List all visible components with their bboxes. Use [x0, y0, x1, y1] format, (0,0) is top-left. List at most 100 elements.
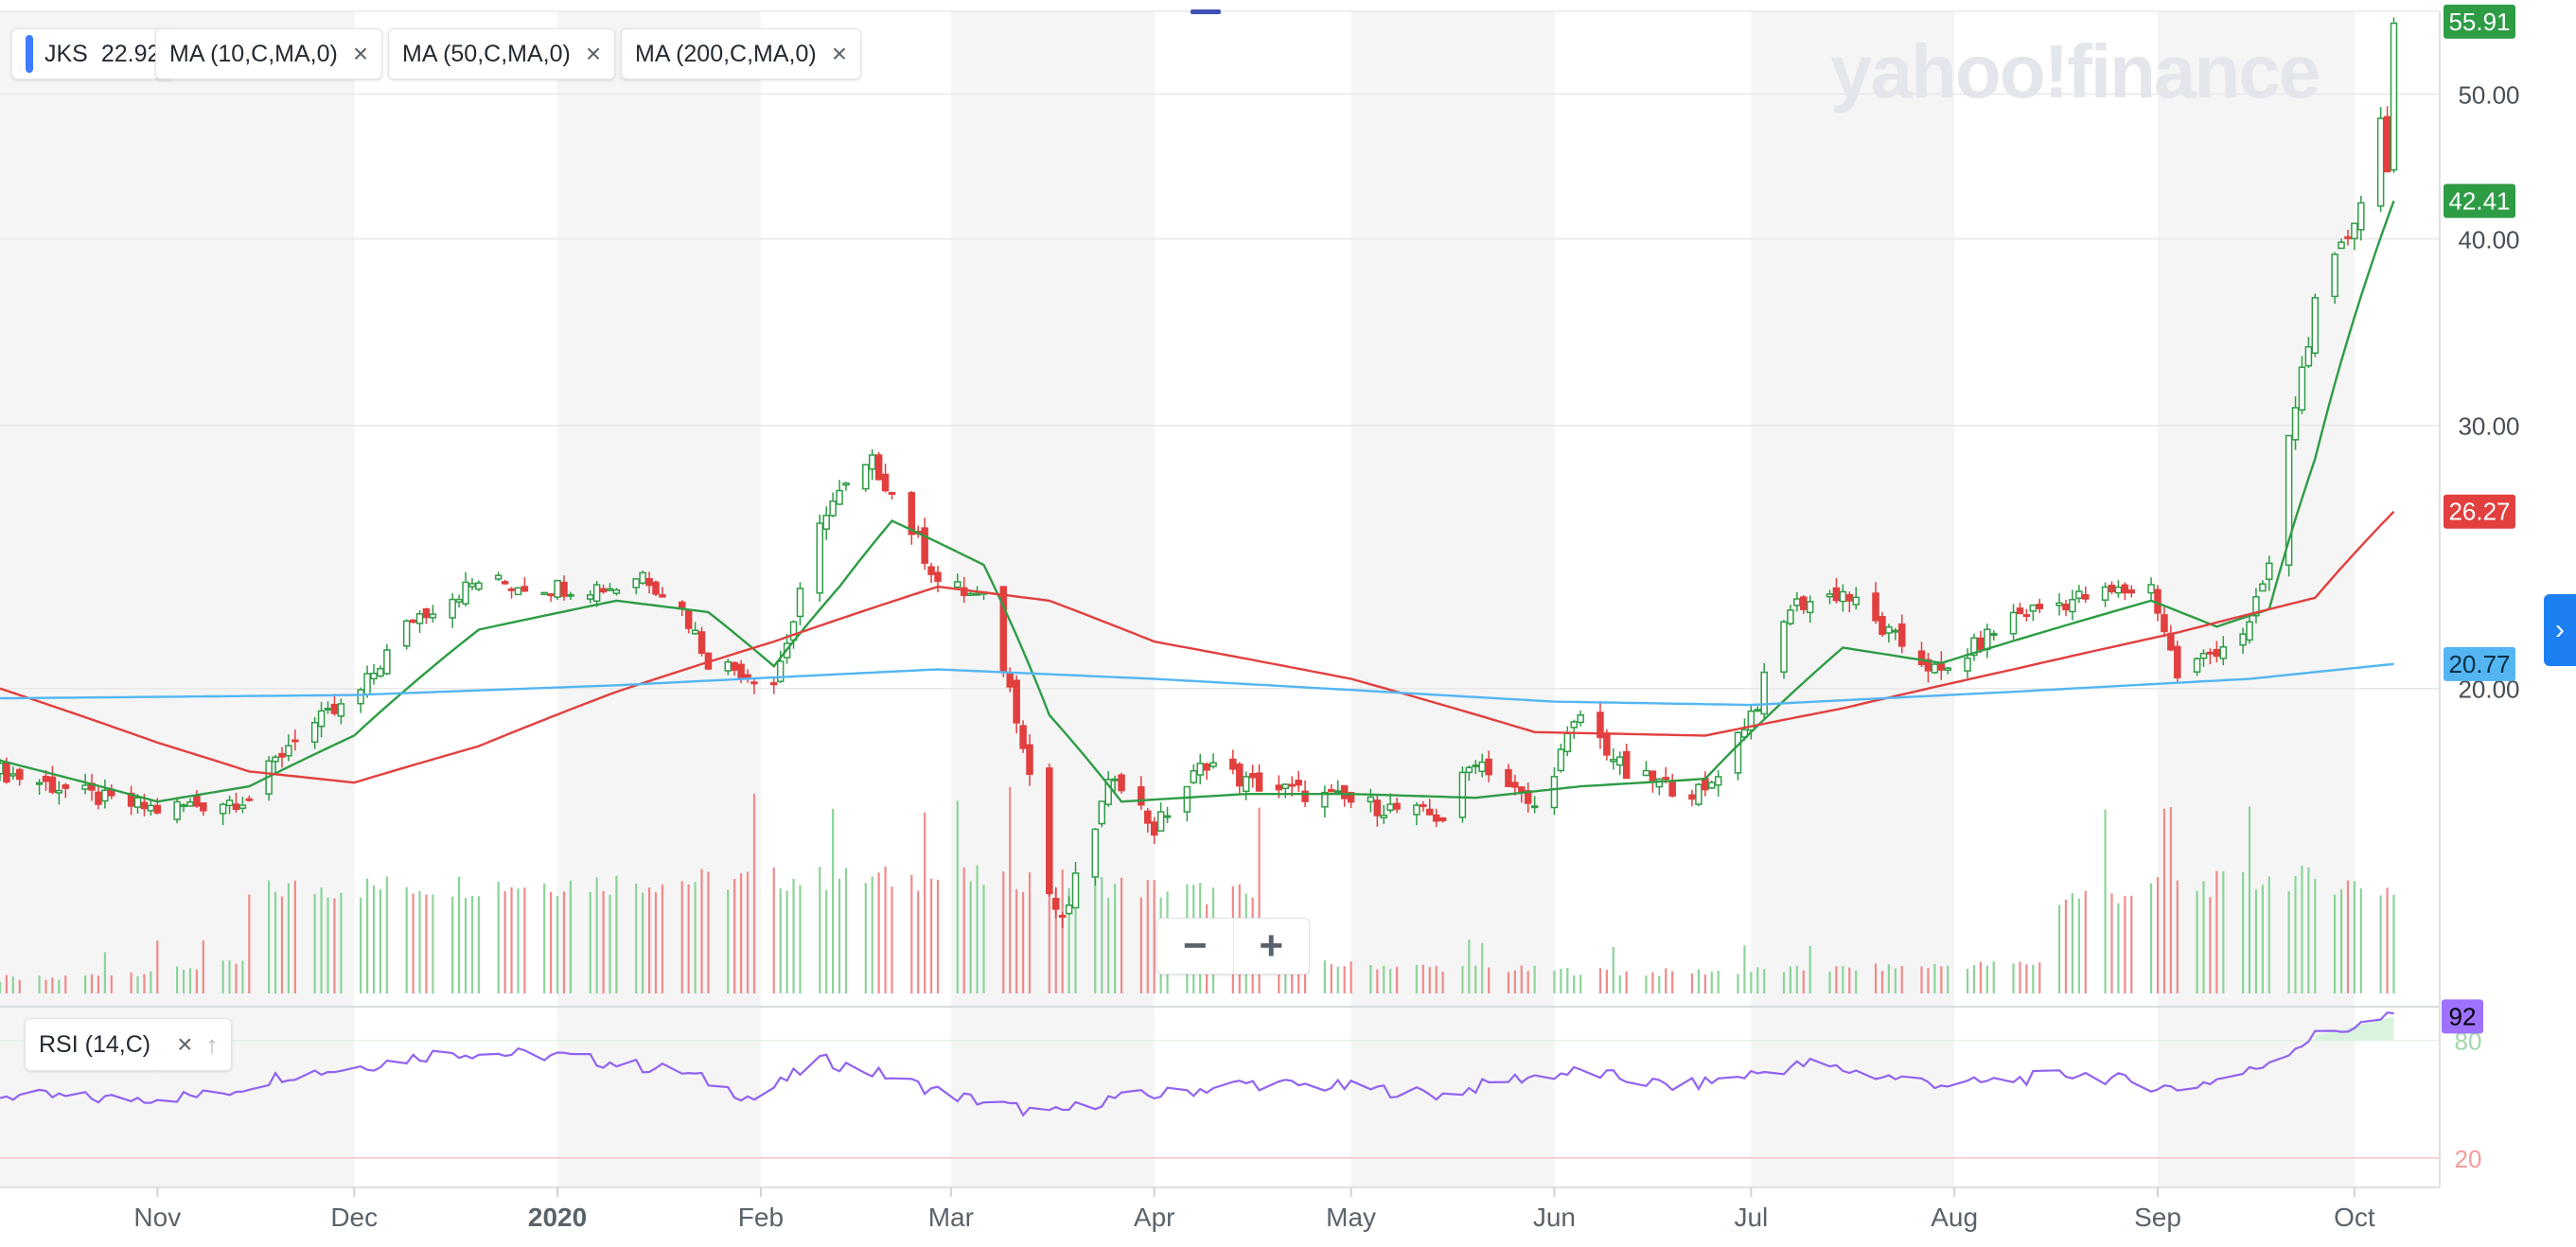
candle-body: [232, 803, 240, 811]
candle-body: [475, 582, 483, 590]
candle-body: [2147, 584, 2155, 594]
candle-body: [1144, 810, 1152, 824]
candle-body: [377, 667, 384, 677]
candle-body: [1668, 782, 1676, 797]
candle-body: [2383, 115, 2391, 173]
candle-body: [1892, 629, 1899, 633]
candle-body: [310, 721, 319, 744]
candle-body: [1511, 782, 1519, 788]
candle-body: [2167, 632, 2175, 651]
candle-body: [1747, 710, 1756, 731]
candle-body: [1610, 759, 1617, 763]
candle-body: [1832, 587, 1841, 602]
candle-body: [1485, 758, 1492, 776]
candle-body: [1984, 628, 1991, 651]
candle-body: [750, 681, 758, 685]
close-icon[interactable]: ×: [585, 39, 602, 68]
candle-body: [2259, 583, 2267, 592]
candle-body: [1944, 667, 1951, 671]
candle-body: [1321, 791, 1329, 808]
candle-body: [422, 607, 431, 619]
candle-body: [547, 593, 555, 597]
candle-body: [1013, 679, 1020, 724]
candle-body: [324, 707, 332, 711]
candle-body: [2246, 621, 2253, 641]
yahoo-finance-logo: yahoo!finance: [1830, 29, 2320, 114]
candle-body: [1190, 770, 1198, 783]
candle-body: [684, 609, 693, 629]
candle-body: [1386, 803, 1394, 811]
candle-body: [2069, 598, 2076, 613]
candle-body: [1255, 772, 1263, 792]
candle-body: [317, 710, 326, 728]
series-color-marker: [26, 35, 33, 73]
close-icon[interactable]: ×: [352, 39, 369, 68]
price-badge: [2444, 4, 2515, 39]
time-tick-label: Dec: [330, 1203, 378, 1232]
candle-body: [0, 763, 4, 775]
candle-body: [1426, 808, 1434, 816]
candle-body: [186, 801, 194, 807]
candle-body: [2108, 584, 2116, 593]
candle-body: [2213, 648, 2221, 658]
candle-body: [1091, 828, 1100, 878]
close-icon[interactable]: ×: [177, 1029, 193, 1059]
candle-body: [2311, 296, 2320, 354]
candle-body: [652, 581, 660, 595]
candle-body: [1288, 783, 1296, 787]
legend-chip-ma200[interactable]: MA (200,C,MA,0) ×: [621, 28, 862, 79]
time-axis-labels: Nov Dec 2020 Feb Mar Apr May Jun Jul Aug Sep Oct: [133, 1187, 2375, 1232]
candle-body: [1977, 637, 1985, 651]
candle-body: [48, 776, 57, 793]
candle-body: [776, 660, 785, 682]
candle-body: [1845, 593, 1854, 602]
candle-body: [1964, 658, 1971, 672]
legend-chip-rsi[interactable]: RSI (14,C) × ↑: [25, 1018, 233, 1071]
legend-chip-symbol[interactable]: JKS 22.92: [11, 28, 175, 79]
candle-body: [567, 593, 574, 597]
candle-body: [1393, 802, 1401, 810]
zoom-controls: − +: [1156, 918, 1310, 975]
candle-body: [1138, 786, 1145, 806]
rsi-tick-label: 20: [2455, 1145, 2482, 1173]
legend-chip-ma50[interactable]: MA (50,C,MA,0) ×: [388, 28, 616, 79]
legend-chip-ma10[interactable]: MA (10,C,MA,0) ×: [155, 28, 383, 79]
candle-body: [560, 581, 568, 597]
candle-body: [2193, 658, 2201, 673]
time-tick-label: Aug: [1931, 1203, 1978, 1232]
chevron-right-icon[interactable]: ›: [2544, 594, 2576, 666]
drag-handle[interactable]: [1191, 9, 1221, 14]
candle-body: [1275, 784, 1283, 791]
close-icon[interactable]: ×: [831, 39, 848, 68]
candle-body: [645, 577, 653, 587]
candle-body: [1051, 898, 1060, 910]
candle-body: [731, 661, 738, 671]
candle-body: [2082, 593, 2090, 600]
candle-body: [1740, 729, 1749, 738]
time-tick-label: Sep: [2134, 1203, 2181, 1232]
candle-body: [153, 804, 162, 814]
candle-body: [2390, 22, 2398, 171]
candle-body: [829, 500, 837, 517]
candle-body: [1478, 761, 1486, 773]
price-badge-label: 26.27: [2448, 498, 2510, 526]
candle-body: [1931, 663, 1939, 674]
candle-body: [449, 598, 456, 619]
candle-body: [612, 588, 621, 594]
candle-body: [842, 483, 850, 486]
candle-body: [219, 803, 227, 815]
candle-body: [862, 464, 870, 490]
candle-body: [822, 515, 830, 530]
candle-body: [2009, 611, 2018, 635]
arrow-up-icon[interactable]: ↑: [205, 1029, 219, 1059]
candle-body: [245, 798, 254, 801]
candle-body: [16, 768, 24, 781]
zoom-out-button[interactable]: −: [1182, 922, 1208, 969]
candle-body: [2101, 586, 2109, 601]
zoom-in-button[interactable]: +: [1232, 919, 1310, 974]
candle-body: [180, 804, 187, 808]
candle-body: [2206, 651, 2214, 655]
price-badge: [2444, 494, 2515, 529]
price-badge: [2444, 184, 2515, 219]
